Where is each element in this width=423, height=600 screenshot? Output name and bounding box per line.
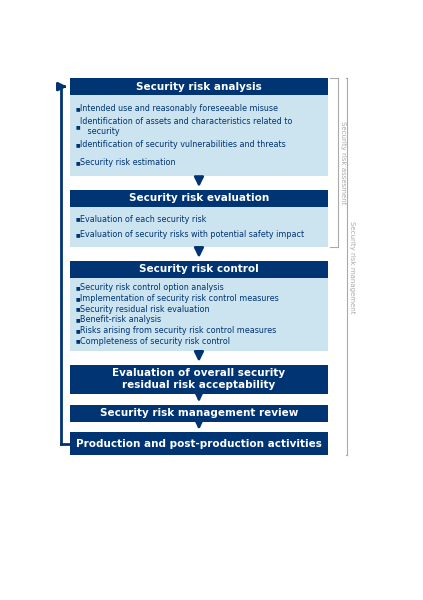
Text: ■: ■ xyxy=(75,285,80,290)
Bar xyxy=(70,78,328,95)
Text: ■: ■ xyxy=(75,160,80,165)
Bar xyxy=(70,207,328,247)
Text: Evaluation of overall security
residual risk acceptability: Evaluation of overall security residual … xyxy=(113,368,286,390)
Text: Intended use and reasonably foreseeable misuse: Intended use and reasonably foreseeable … xyxy=(80,104,278,113)
Text: Completeness of security risk control: Completeness of security risk control xyxy=(80,337,230,346)
Bar xyxy=(70,190,328,207)
Text: ■: ■ xyxy=(75,142,80,147)
Text: Security risk estimation: Security risk estimation xyxy=(80,158,176,167)
Text: ■: ■ xyxy=(75,296,80,301)
Text: ■: ■ xyxy=(75,232,80,237)
Bar xyxy=(70,365,328,394)
Text: ■: ■ xyxy=(75,106,80,111)
Text: ■: ■ xyxy=(75,307,80,311)
Text: Security risk management review: Security risk management review xyxy=(100,408,298,418)
Bar xyxy=(70,278,328,351)
Bar xyxy=(70,260,328,278)
Text: ■: ■ xyxy=(75,328,80,333)
Text: Security residual risk evaluation: Security residual risk evaluation xyxy=(80,305,209,314)
Bar xyxy=(70,95,328,176)
Text: Security risk analysis: Security risk analysis xyxy=(136,82,262,92)
Text: ■: ■ xyxy=(75,317,80,322)
Text: ■: ■ xyxy=(75,338,80,344)
Text: Security risk management: Security risk management xyxy=(349,221,355,313)
Text: Identification of assets and characteristics related to
   security: Identification of assets and characteris… xyxy=(80,117,292,136)
Text: Implementation of security risk control measures: Implementation of security risk control … xyxy=(80,294,279,303)
Text: Security risk evaluation: Security risk evaluation xyxy=(129,193,269,203)
Text: Security risk control option analysis: Security risk control option analysis xyxy=(80,283,224,292)
Text: Security risk control: Security risk control xyxy=(139,264,259,274)
Text: Risks arising from security risk control measures: Risks arising from security risk control… xyxy=(80,326,276,335)
Text: Identification of security vulnerabilities and threats: Identification of security vulnerabiliti… xyxy=(80,140,286,149)
Text: Benefit-risk analysis: Benefit-risk analysis xyxy=(80,315,161,324)
Text: Evaluation of security risks with potential safety impact: Evaluation of security risks with potent… xyxy=(80,230,304,239)
Text: Production and post-production activities: Production and post-production activitie… xyxy=(76,439,322,449)
Text: ■: ■ xyxy=(75,124,80,129)
Bar xyxy=(70,404,328,422)
Bar xyxy=(70,433,328,455)
Text: Security risk assesment: Security risk assesment xyxy=(340,121,346,204)
Text: Evaluation of each security risk: Evaluation of each security risk xyxy=(80,215,206,224)
Text: ■: ■ xyxy=(75,217,80,221)
